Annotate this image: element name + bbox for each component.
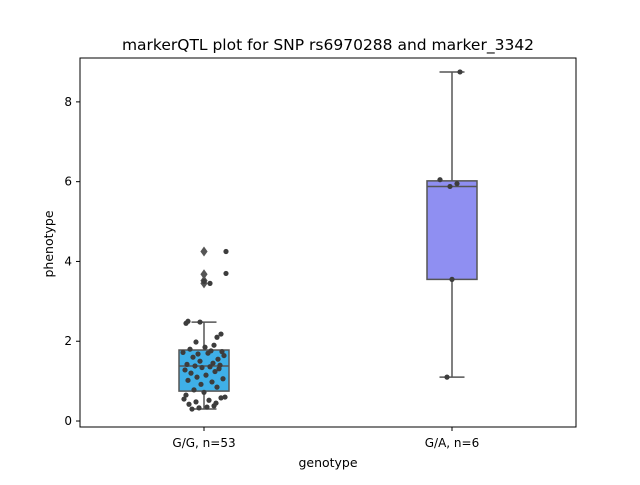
y-axis-label: phenotype bbox=[41, 210, 56, 277]
outlier-marker bbox=[200, 246, 208, 257]
x-tick-label: G/A, n=6 bbox=[425, 436, 479, 450]
data-point bbox=[207, 280, 213, 286]
data-point bbox=[222, 394, 228, 400]
marks-layer bbox=[178, 69, 478, 412]
data-point bbox=[193, 339, 199, 345]
data-point bbox=[195, 351, 201, 357]
data-point bbox=[181, 396, 187, 402]
x-tick-label: G/G, n=53 bbox=[172, 436, 235, 450]
data-point bbox=[192, 363, 198, 369]
data-point bbox=[196, 405, 202, 411]
chart-title: markerQTL plot for SNP rs6970288 and mar… bbox=[122, 36, 534, 55]
data-point bbox=[207, 364, 213, 370]
data-point bbox=[457, 69, 463, 75]
data-point bbox=[214, 384, 220, 390]
data-point bbox=[210, 360, 216, 366]
data-point bbox=[185, 377, 191, 383]
data-point bbox=[447, 183, 453, 190]
data-point bbox=[203, 372, 209, 378]
data-point bbox=[183, 392, 189, 398]
data-point bbox=[190, 354, 196, 360]
data-point bbox=[204, 404, 210, 410]
data-point bbox=[213, 400, 219, 406]
data-point bbox=[206, 397, 212, 403]
data-point bbox=[182, 367, 188, 373]
data-point bbox=[454, 181, 460, 187]
data-point bbox=[198, 381, 204, 387]
y-tick-label: 6 bbox=[64, 175, 72, 189]
data-point bbox=[212, 368, 218, 375]
data-point bbox=[215, 356, 221, 362]
data-point bbox=[208, 348, 214, 354]
data-point bbox=[201, 278, 207, 284]
plot-frame bbox=[79, 57, 577, 428]
data-point bbox=[197, 358, 203, 364]
data-point bbox=[189, 406, 195, 412]
box-group-1 bbox=[426, 71, 478, 378]
iqr-box bbox=[426, 180, 478, 281]
data-point bbox=[202, 344, 208, 350]
data-point bbox=[201, 389, 207, 395]
data-point bbox=[217, 362, 223, 368]
data-point bbox=[221, 352, 227, 359]
data-point bbox=[449, 276, 455, 282]
data-point bbox=[180, 349, 186, 356]
data-point bbox=[437, 177, 443, 183]
data-point bbox=[193, 399, 199, 405]
data-point bbox=[223, 248, 229, 255]
data-point bbox=[188, 370, 194, 376]
data-point bbox=[191, 387, 197, 393]
data-point bbox=[186, 401, 192, 407]
data-point bbox=[209, 379, 215, 385]
strip-points-0 bbox=[180, 248, 229, 412]
data-point bbox=[214, 334, 220, 340]
strip-points-1 bbox=[437, 69, 463, 380]
x-axis-label: genotype bbox=[298, 455, 357, 470]
data-point bbox=[185, 318, 191, 324]
data-point bbox=[194, 374, 200, 380]
y-tick-label: 2 bbox=[64, 334, 72, 348]
data-point bbox=[223, 270, 229, 277]
data-point bbox=[197, 319, 203, 325]
data-point bbox=[211, 342, 217, 348]
data-point bbox=[199, 364, 205, 371]
data-point bbox=[219, 349, 225, 355]
y-tick-label: 4 bbox=[64, 254, 72, 268]
data-point bbox=[220, 376, 226, 382]
data-point bbox=[184, 361, 190, 367]
data-point bbox=[218, 395, 224, 401]
data-point bbox=[444, 374, 450, 380]
y-tick-label: 0 bbox=[64, 414, 72, 428]
data-point bbox=[187, 346, 193, 352]
axes-layer: 0 2 4 6 8 G/G, n=53 G/A, n=6 bbox=[64, 57, 577, 450]
data-point bbox=[218, 331, 224, 337]
y-tick-label: 8 bbox=[64, 95, 72, 109]
outlier-marker bbox=[200, 269, 208, 280]
